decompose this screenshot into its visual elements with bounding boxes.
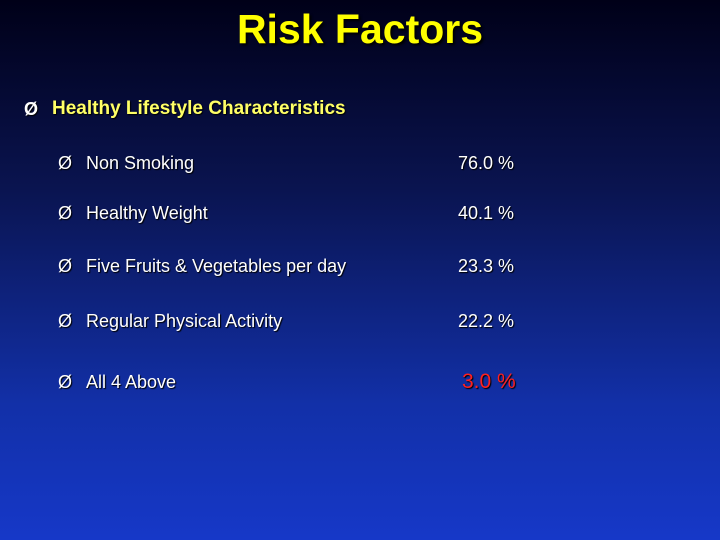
list-item-label: All 4 Above <box>86 371 177 392</box>
list-item-label: Healthy Weight <box>86 203 208 223</box>
arrow-bullet-icon: Ø <box>24 98 39 119</box>
arrow-bullet-icon: Ø <box>58 256 73 276</box>
list-item: Ø Five Fruits & Vegetables per day 23.3 … <box>58 256 658 277</box>
arrow-bullet-icon: Ø <box>58 371 73 392</box>
list-item-label: Regular Physical Activity <box>86 311 283 331</box>
list-item: Ø Non Smoking 76.0 % <box>58 153 658 174</box>
section-heading-row: Ø Healthy Lifestyle Characteristics <box>24 98 346 120</box>
list-item-label: Non Smoking <box>86 153 195 173</box>
list-item-label: Five Fruits & Vegetables per day <box>86 256 347 276</box>
arrow-bullet-icon: Ø <box>58 311 73 331</box>
list-item-value: 40.1 % <box>458 203 515 223</box>
list-item-value: 22.2 % <box>458 311 515 331</box>
section-heading: Healthy Lifestyle Characteristics <box>52 98 346 119</box>
list-item: Ø Healthy Weight 40.1 % <box>58 203 658 224</box>
slide-title: Risk Factors <box>236 6 484 52</box>
arrow-bullet-icon: Ø <box>58 153 73 173</box>
list-item: Ø All 4 Above 3.0 % <box>58 370 658 394</box>
list-item-value-highlight: 3.0 % <box>462 370 516 393</box>
list-item: Ø Regular Physical Activity 22.2 % <box>58 311 658 332</box>
list-item-value: 23.3 % <box>458 256 515 276</box>
list-item-value: 76.0 % <box>458 153 515 173</box>
arrow-bullet-icon: Ø <box>58 203 73 223</box>
